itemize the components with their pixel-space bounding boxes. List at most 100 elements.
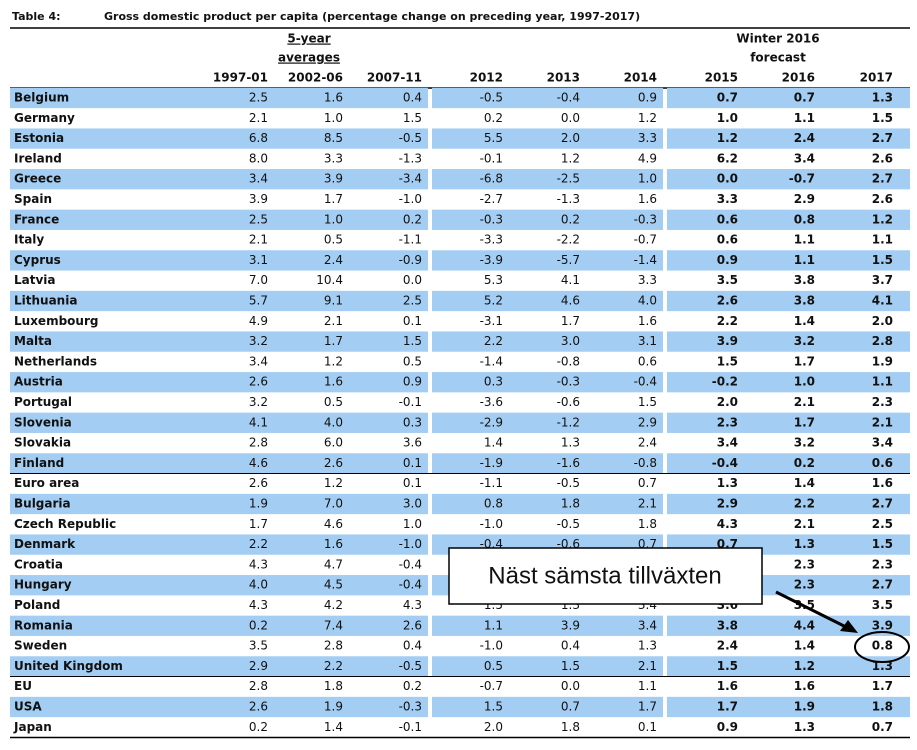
- cell: 3.3: [717, 192, 738, 206]
- cell: 3.9: [561, 618, 580, 632]
- cell: 3.2: [249, 395, 268, 409]
- cell: 0.6: [638, 354, 657, 368]
- row-band: [432, 372, 663, 393]
- cell: 4.0: [249, 578, 268, 592]
- cell: 2.5: [403, 294, 422, 308]
- row-band: [10, 331, 428, 352]
- cell: 1.0: [403, 517, 422, 531]
- cell: 1.3: [717, 476, 738, 490]
- cell: 2.3: [872, 557, 893, 571]
- column-header: 2012: [470, 71, 503, 85]
- row-band: [432, 290, 663, 312]
- cell: 1.8: [638, 517, 657, 531]
- cell: -0.5: [557, 476, 580, 490]
- cell: 1.6: [324, 375, 343, 389]
- cell: -0.1: [480, 151, 503, 165]
- cell: -0.1: [399, 720, 422, 734]
- cell: 5.2: [484, 294, 503, 308]
- cell: 1.1: [638, 679, 657, 693]
- cell: 1.0: [638, 172, 657, 186]
- row-label: Denmark: [14, 537, 76, 551]
- row-label: United Kingdom: [14, 659, 123, 673]
- cell: -0.4: [712, 456, 738, 470]
- cell: 4.4: [794, 618, 815, 632]
- row-band: [10, 209, 428, 230]
- cell: -0.4: [399, 557, 422, 571]
- table-title: Gross domestic product per capita (perce…: [104, 10, 640, 23]
- row-band: [432, 656, 663, 677]
- cell: -1.9: [480, 456, 503, 470]
- row-band: [667, 87, 910, 109]
- row-band: [667, 331, 910, 352]
- cell: 4.3: [249, 598, 268, 612]
- cell: 0.0: [403, 273, 422, 287]
- cell: 0.2: [403, 212, 422, 226]
- row-label: Netherlands: [14, 354, 97, 368]
- cell: -1.0: [480, 517, 503, 531]
- cell: 0.5: [324, 395, 343, 409]
- cell: 1.4: [794, 639, 815, 653]
- cell: 1.7: [324, 334, 343, 348]
- cell: 2.6: [403, 618, 422, 632]
- cell: 1.0: [324, 111, 343, 125]
- column-header: 2013: [547, 71, 580, 85]
- cell: 3.7: [872, 273, 893, 287]
- cell: 0.9: [717, 253, 738, 267]
- cell: 0.2: [561, 212, 580, 226]
- cell: 2.3: [717, 415, 738, 429]
- cell: 0.2: [249, 618, 268, 632]
- cell: 3.4: [249, 354, 268, 368]
- highlight-ellipse: [854, 631, 910, 663]
- cell: 0.0: [561, 111, 580, 125]
- cell: 0.8: [484, 497, 503, 511]
- cell: 1.6: [794, 679, 815, 693]
- cell: 1.5: [872, 537, 893, 551]
- cell: 1.0: [324, 212, 343, 226]
- cell: -1.3: [557, 192, 580, 206]
- cell: 0.6: [717, 233, 738, 247]
- cell: -2.9: [480, 415, 503, 429]
- cell: 1.6: [717, 679, 738, 693]
- cell: 3.9: [717, 334, 738, 348]
- cell: 1.7: [638, 700, 657, 714]
- cell: -0.6: [557, 395, 580, 409]
- cell: 3.9: [324, 172, 343, 186]
- cell: 1.2: [638, 111, 657, 125]
- cell: 4.2: [324, 598, 343, 612]
- cell: -2.7: [480, 192, 503, 206]
- group-header: forecast: [750, 51, 806, 65]
- cell: 0.5: [403, 354, 422, 368]
- cell: 4.1: [561, 273, 580, 287]
- cell: -0.9: [399, 253, 422, 267]
- cell: -1.0: [399, 537, 422, 551]
- cell: 0.9: [638, 91, 657, 105]
- cell: 3.1: [249, 253, 268, 267]
- cell: 2.6: [249, 375, 268, 389]
- cell: -0.3: [557, 375, 580, 389]
- cell: -0.1: [399, 395, 422, 409]
- row-band: [667, 656, 910, 677]
- cell: 1.8: [872, 700, 893, 714]
- cell: 3.9: [872, 618, 893, 632]
- cell: 0.6: [872, 456, 893, 470]
- cell: 2.1: [249, 233, 268, 247]
- cell: 1.2: [324, 354, 343, 368]
- row-label: Cyprus: [14, 253, 61, 267]
- cell: -0.5: [557, 517, 580, 531]
- callout-text: Näst sämsta tillväxten: [488, 562, 721, 589]
- cell: -0.2: [712, 375, 738, 389]
- cell: -2.2: [557, 233, 580, 247]
- cell: 2.1: [638, 497, 657, 511]
- row-band: [10, 169, 428, 190]
- cell: 3.2: [249, 334, 268, 348]
- row-label: Spain: [14, 192, 52, 206]
- cell: 3.8: [717, 618, 738, 632]
- cell: 2.1: [249, 111, 268, 125]
- cell: 1.5: [561, 659, 580, 673]
- cell: 5.7: [249, 294, 268, 308]
- cell: 2.3: [794, 557, 815, 571]
- cell: -0.4: [399, 578, 422, 592]
- cell: 2.1: [638, 659, 657, 673]
- cell: 1.1: [872, 375, 893, 389]
- cell: 1.3: [794, 537, 815, 551]
